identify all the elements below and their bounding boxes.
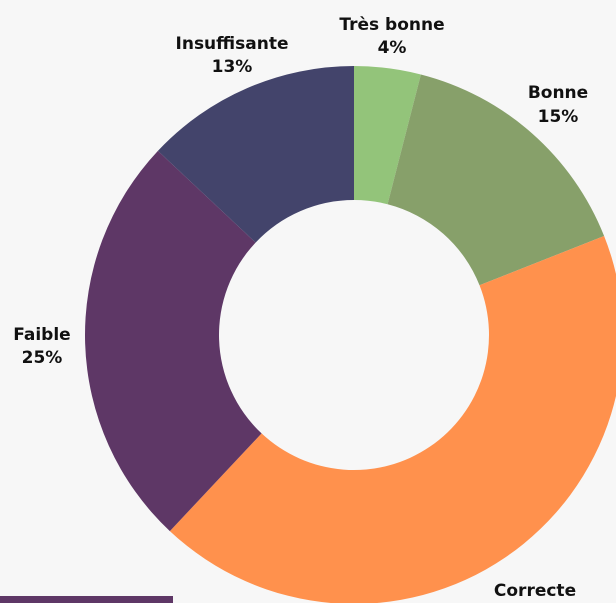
value-label: 15% [538,107,579,127]
slice [157,66,354,243]
slice-label: Bonne [528,83,588,103]
slice-label: Correcte [494,581,576,601]
value-label: 4% [378,38,407,58]
slice-label: Faible [13,325,70,345]
slice-label: Insuffisante [176,34,289,54]
slice [354,66,421,205]
value-label: 13% [212,57,253,77]
slice-label: Très bonne [339,15,444,35]
decor-bar [0,596,173,603]
value-label: 25% [22,348,63,368]
slice [387,74,605,286]
slice [169,235,616,603]
slice [85,150,262,532]
